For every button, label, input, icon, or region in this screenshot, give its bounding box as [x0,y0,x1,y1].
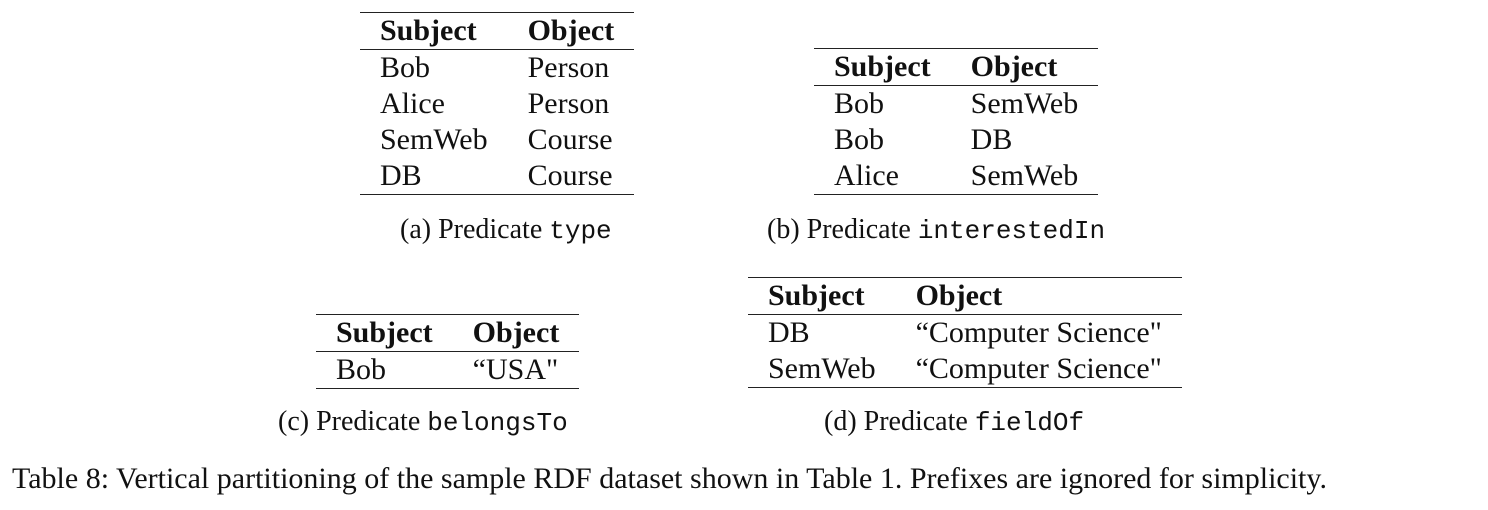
cell-object: Course [527,123,613,156]
header-object: Object [507,12,635,50]
header-object: Object [950,48,1099,86]
cell-subject: Bob [316,351,453,389]
table-c-grid: Subject Object Bob “USA" [316,314,580,389]
cell-subject: Bob [834,123,885,156]
caption-d: (d) Predicate fieldOf [824,406,1084,438]
cell-object: “Computer Science" [895,351,1182,388]
table-caption: Table 8: Vertical partitioning of the sa… [12,462,1327,495]
caption-a: (a) Predicate type [400,214,612,246]
table-d: Subject Object DB “Computer Science" SemW… [748,277,1182,388]
table-row: SemWeb Course [360,122,634,158]
caption-a-code: type [549,216,612,246]
table-b-grid: Subject Object Bob SemWeb Bob DB Alice SemW… [814,48,1099,195]
header-object: Object [452,314,580,352]
cell-object: DB [970,123,1013,156]
cell-subject: DB [768,316,810,349]
cell-subject: Bob [380,51,431,84]
table-row: SemWeb “Computer Science" [748,351,1182,388]
table-b: Subject Object Bob SemWeb Bob DB Alice SemW… [814,48,1099,195]
header-subject: Subject [748,277,896,315]
table-c: Subject Object Bob “USA" [316,314,580,389]
cell-object: SemWeb [970,87,1079,120]
caption-b: (b) Predicate interestedIn [767,214,1105,246]
caption-d-prefix: (d) Predicate [824,406,975,437]
cell-object: SemWeb [950,158,1099,195]
header-subject: Subject [316,314,453,352]
caption-c-code: belongsTo [427,408,568,438]
caption-b-code: interestedIn [917,216,1106,246]
table-row: Bob DB [814,122,1098,158]
table-a-grid: Subject Object Bob Person Alice Person Sem… [360,12,635,195]
cell-subject: Alice [814,158,951,195]
header-subject: Subject [814,48,951,86]
caption-d-code: fieldOf [974,408,1085,438]
caption-c: (c) Predicate belongsTo [278,406,568,438]
cell-subject: SemWeb [748,351,896,388]
cell-object: Person [527,51,610,84]
cell-object: Course [507,158,635,195]
cell-object: “USA" [452,351,580,389]
header-subject: Subject [360,12,508,50]
table-a: Subject Object Bob Person Alice Person Sem… [360,12,635,195]
table-row: Bob Person [360,50,634,87]
table-row: Alice SemWeb [814,158,1099,195]
cell-subject: Bob [834,87,885,120]
cell-object: “Computer Science" [915,316,1162,349]
header-object: Object [895,277,1182,315]
table-row: Bob “USA" [316,351,580,389]
cell-subject: DB [360,158,508,195]
cell-subject: Alice [380,87,445,120]
cell-object: Person [527,87,610,120]
table-row: DB “Computer Science" [748,315,1182,352]
table-d-grid: Subject Object DB “Computer Science" SemW… [748,277,1182,388]
caption-a-prefix: (a) Predicate [400,214,550,245]
caption-c-prefix: (c) Predicate [278,406,428,437]
table-row: DB Course [360,158,635,195]
table-row: Alice Person [360,86,634,122]
cell-subject: SemWeb [380,123,488,156]
table-row: Bob SemWeb [814,86,1098,123]
caption-b-prefix: (b) Predicate [767,214,918,245]
